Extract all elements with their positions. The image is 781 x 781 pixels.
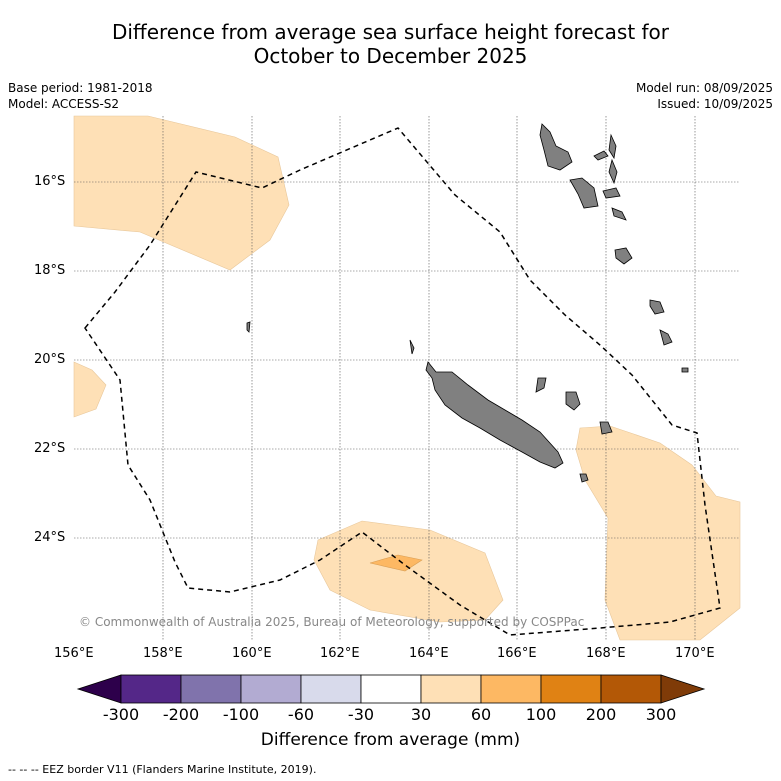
lat-label-16s: 16°S <box>34 174 66 189</box>
anomaly-region-se <box>575 425 741 641</box>
cbar-tick: 30 <box>410 705 432 724</box>
land-new-caledonia <box>425 361 564 469</box>
cbar-tick: -100 <box>222 705 260 724</box>
colorbar-segment <box>540 674 602 704</box>
land-loyalty-1 <box>565 391 581 411</box>
colorbar-segment <box>120 674 182 704</box>
lon-label-158e: 158°E <box>143 646 183 661</box>
land-isle-of-pines <box>579 473 589 483</box>
cbar-tick: -300 <box>102 705 140 724</box>
cbar-tick: -30 <box>347 705 375 724</box>
lon-label-162e: 162°E <box>320 646 360 661</box>
colorbar-segment <box>360 674 422 704</box>
map-title: Difference from average sea surface heig… <box>0 20 781 68</box>
land-vanuatu-4 <box>608 158 618 185</box>
anomaly-region-w <box>73 361 107 418</box>
cbar-tick: 100 <box>525 705 557 724</box>
land-chesterfield <box>246 321 251 333</box>
title-line-1: Difference from average sea surface heig… <box>111 20 670 44</box>
land-vanuatu-3 <box>593 150 609 161</box>
land-vanuatu-9 <box>649 299 665 315</box>
land-vanuatu-8 <box>614 247 633 265</box>
colorbar-segment <box>480 674 542 704</box>
anomaly-region-nw <box>73 115 290 271</box>
eez-border <box>84 127 721 636</box>
lat-label-22s: 22°S <box>34 441 66 456</box>
colorbar-segment <box>420 674 482 704</box>
land-vanuatu-2 <box>608 133 617 160</box>
lon-label-170e: 170°E <box>675 646 715 661</box>
land-vanuatu-11 <box>681 367 689 373</box>
lon-label-164e: 164°E <box>409 646 449 661</box>
title-line-2: October to December 2025 <box>253 44 528 68</box>
land-vanuatu-1 <box>539 123 573 171</box>
colorbar-arrow-high <box>660 674 706 704</box>
colorbar-label: Difference from average (mm) <box>260 730 521 750</box>
lon-label-168e: 168°E <box>586 646 626 661</box>
lon-label-156e: 156°E <box>54 646 94 661</box>
colorbar-arrow-low <box>76 674 122 704</box>
colorbar-segment <box>180 674 242 704</box>
lon-label-166e: 166°E <box>497 646 537 661</box>
colorbar-segment <box>300 674 362 704</box>
meta-left: Base period: 1981-2018 Model: ACCESS-S2 <box>8 80 153 112</box>
colorbar-segment <box>600 674 662 704</box>
anomaly-fields <box>73 115 741 641</box>
copyright-notice: © Commonwealth of Australia 2025, Bureau… <box>79 615 585 629</box>
land-vanuatu-5 <box>569 177 599 209</box>
eez-legend-note: -- -- -- EEZ border V11 (Flanders Marine… <box>8 763 317 776</box>
colorbar <box>76 674 706 704</box>
lat-label-18s: 18°S <box>34 263 66 278</box>
cbar-tick: 60 <box>470 705 492 724</box>
lat-label-20s: 20°S <box>34 352 66 367</box>
land-loyalty-3 <box>535 377 547 393</box>
cbar-tick: 200 <box>585 705 617 724</box>
land-vanuatu-10 <box>659 329 673 346</box>
cbar-tick: 300 <box>645 705 677 724</box>
cbar-tick: -200 <box>162 705 200 724</box>
land-masses <box>246 123 689 483</box>
colorbar-segment <box>240 674 302 704</box>
model-run-text: Model run: 08/09/2025 <box>635 81 773 95</box>
meta-right: Model run: 08/09/2025 Issued: 10/09/2025 <box>636 80 773 112</box>
anomaly-region-s <box>313 520 504 623</box>
land-loyalty-2 <box>599 421 613 435</box>
lat-label-24s: 24°S <box>34 530 66 545</box>
lon-label-160e: 160°E <box>232 646 272 661</box>
model-text: Model: ACCESS-S2 <box>8 97 120 111</box>
land-vanuatu-6 <box>602 187 621 199</box>
base-period-text: Base period: 1981-2018 <box>8 81 153 95</box>
land-belep <box>409 339 415 355</box>
issued-text: Issued: 10/09/2025 <box>657 97 773 111</box>
cbar-tick: -60 <box>287 705 315 724</box>
land-vanuatu-7 <box>611 207 627 221</box>
gridlines <box>74 116 740 640</box>
